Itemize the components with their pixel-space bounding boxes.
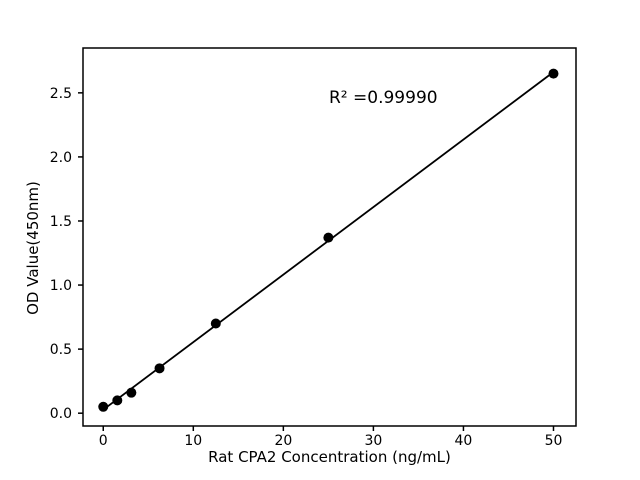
y-tick-label: 1.0: [50, 278, 72, 294]
x-tick-label: 20: [274, 433, 292, 449]
x-tick-label: 40: [455, 433, 473, 449]
data-point: [112, 395, 123, 406]
plot-border: [82, 47, 577, 427]
y-tick-label: 0.0: [50, 406, 72, 422]
y-axis-label: OD Value(450nm): [24, 181, 42, 315]
x-tick-label: 30: [364, 433, 382, 449]
x-tick-label: 0: [99, 433, 108, 449]
y-tick-label: 2.5: [50, 86, 72, 102]
data-point: [154, 363, 165, 374]
data-point: [548, 68, 559, 79]
x-tick-label: 50: [545, 433, 563, 449]
r-squared-annotation: R² =0.99990: [329, 88, 438, 108]
x-axis-label: Rat CPA2 Concentration (ng/mL): [208, 448, 451, 466]
data-point: [323, 232, 334, 243]
y-tick-label: 0.5: [50, 342, 72, 358]
data-point: [126, 387, 137, 398]
y-tick-label: 2.0: [50, 150, 72, 166]
y-tick-label: 1.5: [50, 214, 72, 230]
data-point: [98, 401, 109, 412]
x-tick-label: 10: [184, 433, 202, 449]
data-point: [210, 318, 221, 329]
